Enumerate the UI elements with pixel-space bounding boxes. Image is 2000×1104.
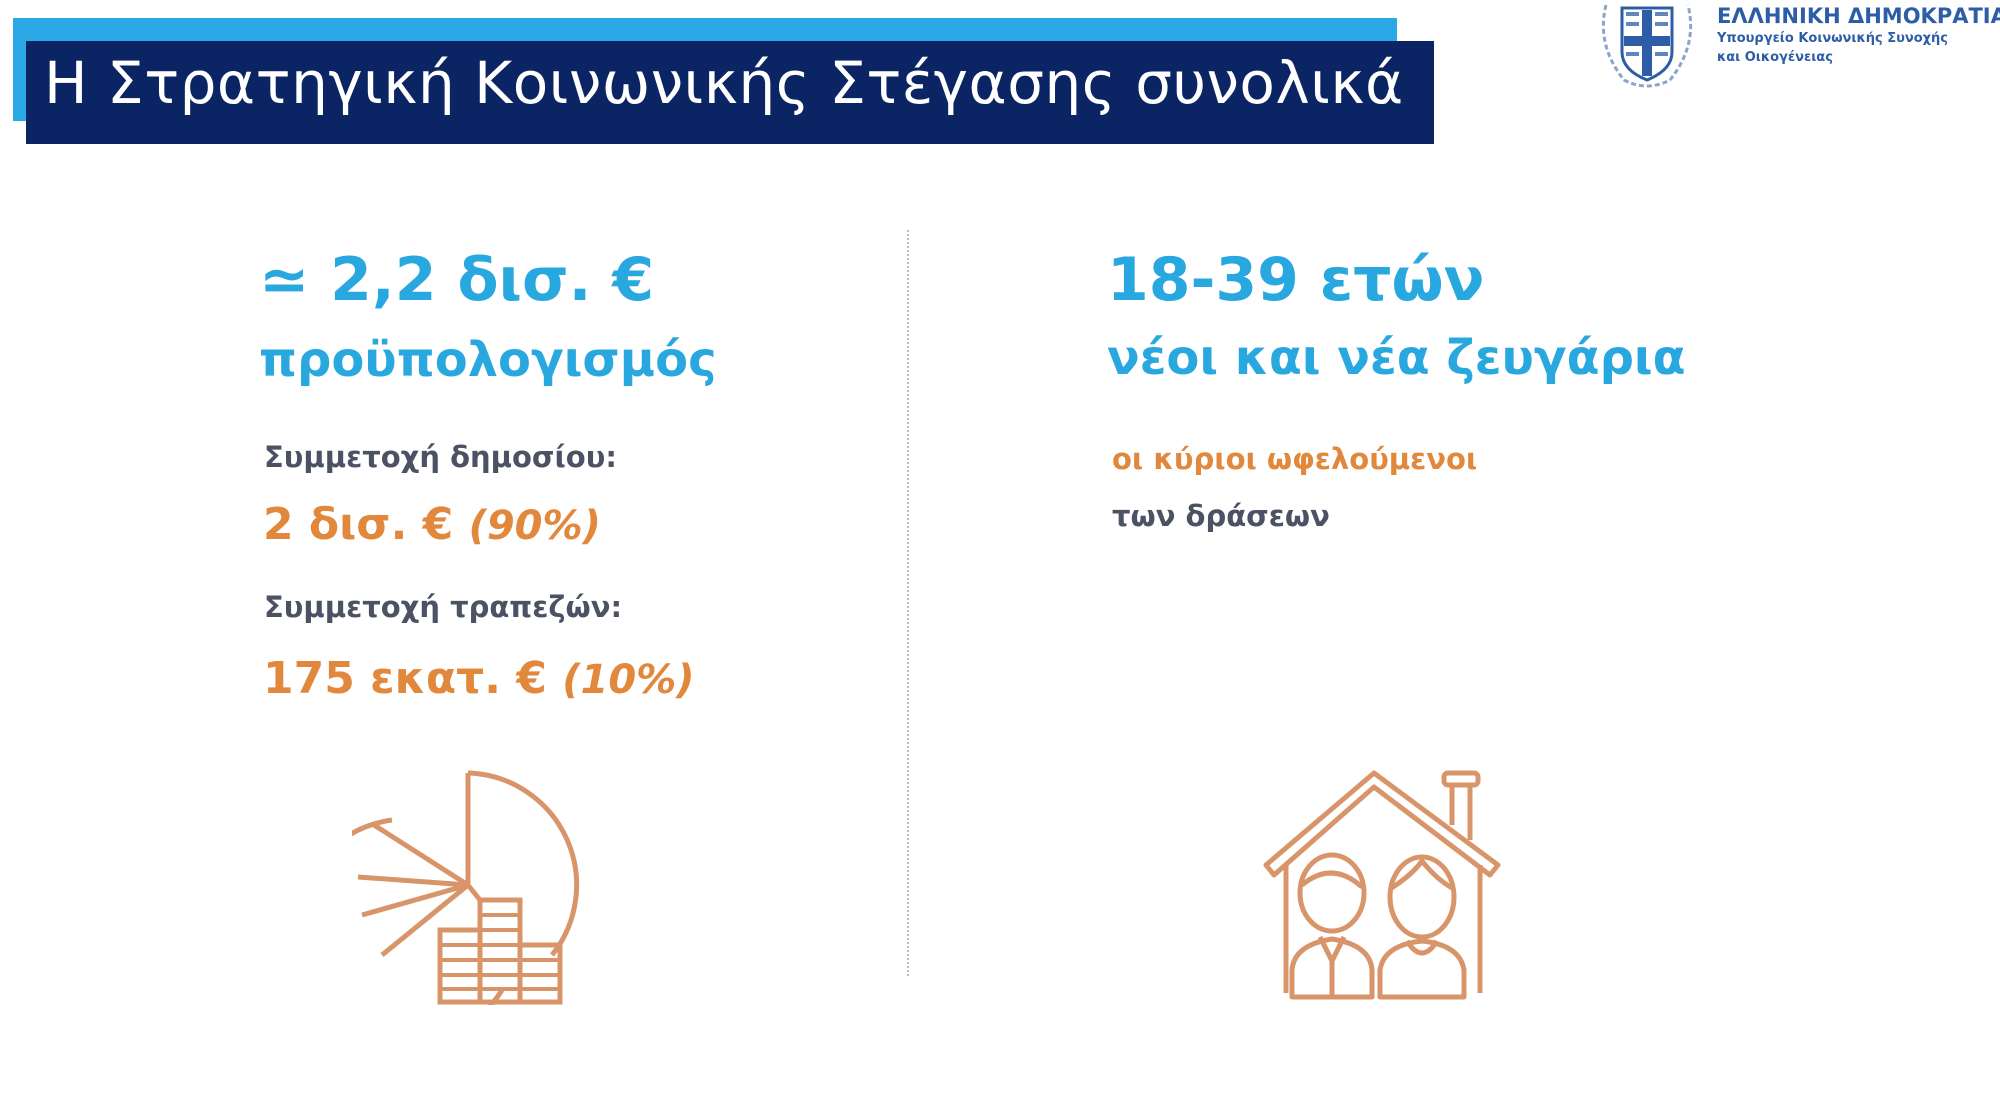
greek-coat-of-arms-icon — [1601, 4, 1693, 88]
public-share-value: 2 δισ. € (90%) — [263, 503, 601, 547]
column-divider — [907, 230, 909, 976]
public-share-label: Συμμετοχή δημοσίου: — [264, 440, 617, 474]
title-banner — [26, 41, 1434, 144]
target-group-label: νέοι και νέα ζευγάρια — [1107, 330, 1686, 386]
logo-ministry-line1: Υπουργείο Κοινωνικής Συνοχής — [1717, 31, 1948, 46]
public-share-amount: 2 δισ. € — [263, 499, 454, 550]
logo-title: ΕΛΛΗΝΙΚΗ ΔΗΜΟΚΡΑΤΙΑ — [1717, 4, 2000, 28]
beneficiaries-note-continued: των δράσεων — [1112, 499, 1330, 533]
house-couple-icon — [1263, 770, 1501, 1000]
age-headline: 18-39 ετών — [1107, 245, 1485, 315]
banks-share-label: Συμμετοχή τραπεζών: — [264, 590, 623, 624]
page-title: Η Στρατηγική Κοινωνικής Στέγασης συνολικ… — [44, 49, 1404, 117]
banks-share-value: 175 εκατ. € (10%) — [263, 657, 695, 701]
public-share-percent: (90%) — [468, 503, 601, 549]
beneficiaries-note: οι κύριοι ωφελούμενοι — [1112, 442, 1478, 476]
logo-ministry-line2: και Οικογένειας — [1717, 50, 1833, 65]
budget-label: προϋπολογισμός — [259, 332, 717, 388]
banks-share-amount: 175 εκατ. € — [263, 653, 547, 704]
banks-share-percent: (10%) — [562, 657, 695, 703]
pie-chart-coins-icon — [352, 770, 580, 1005]
budget-headline: ≃ 2,2 δισ. € — [259, 245, 655, 315]
